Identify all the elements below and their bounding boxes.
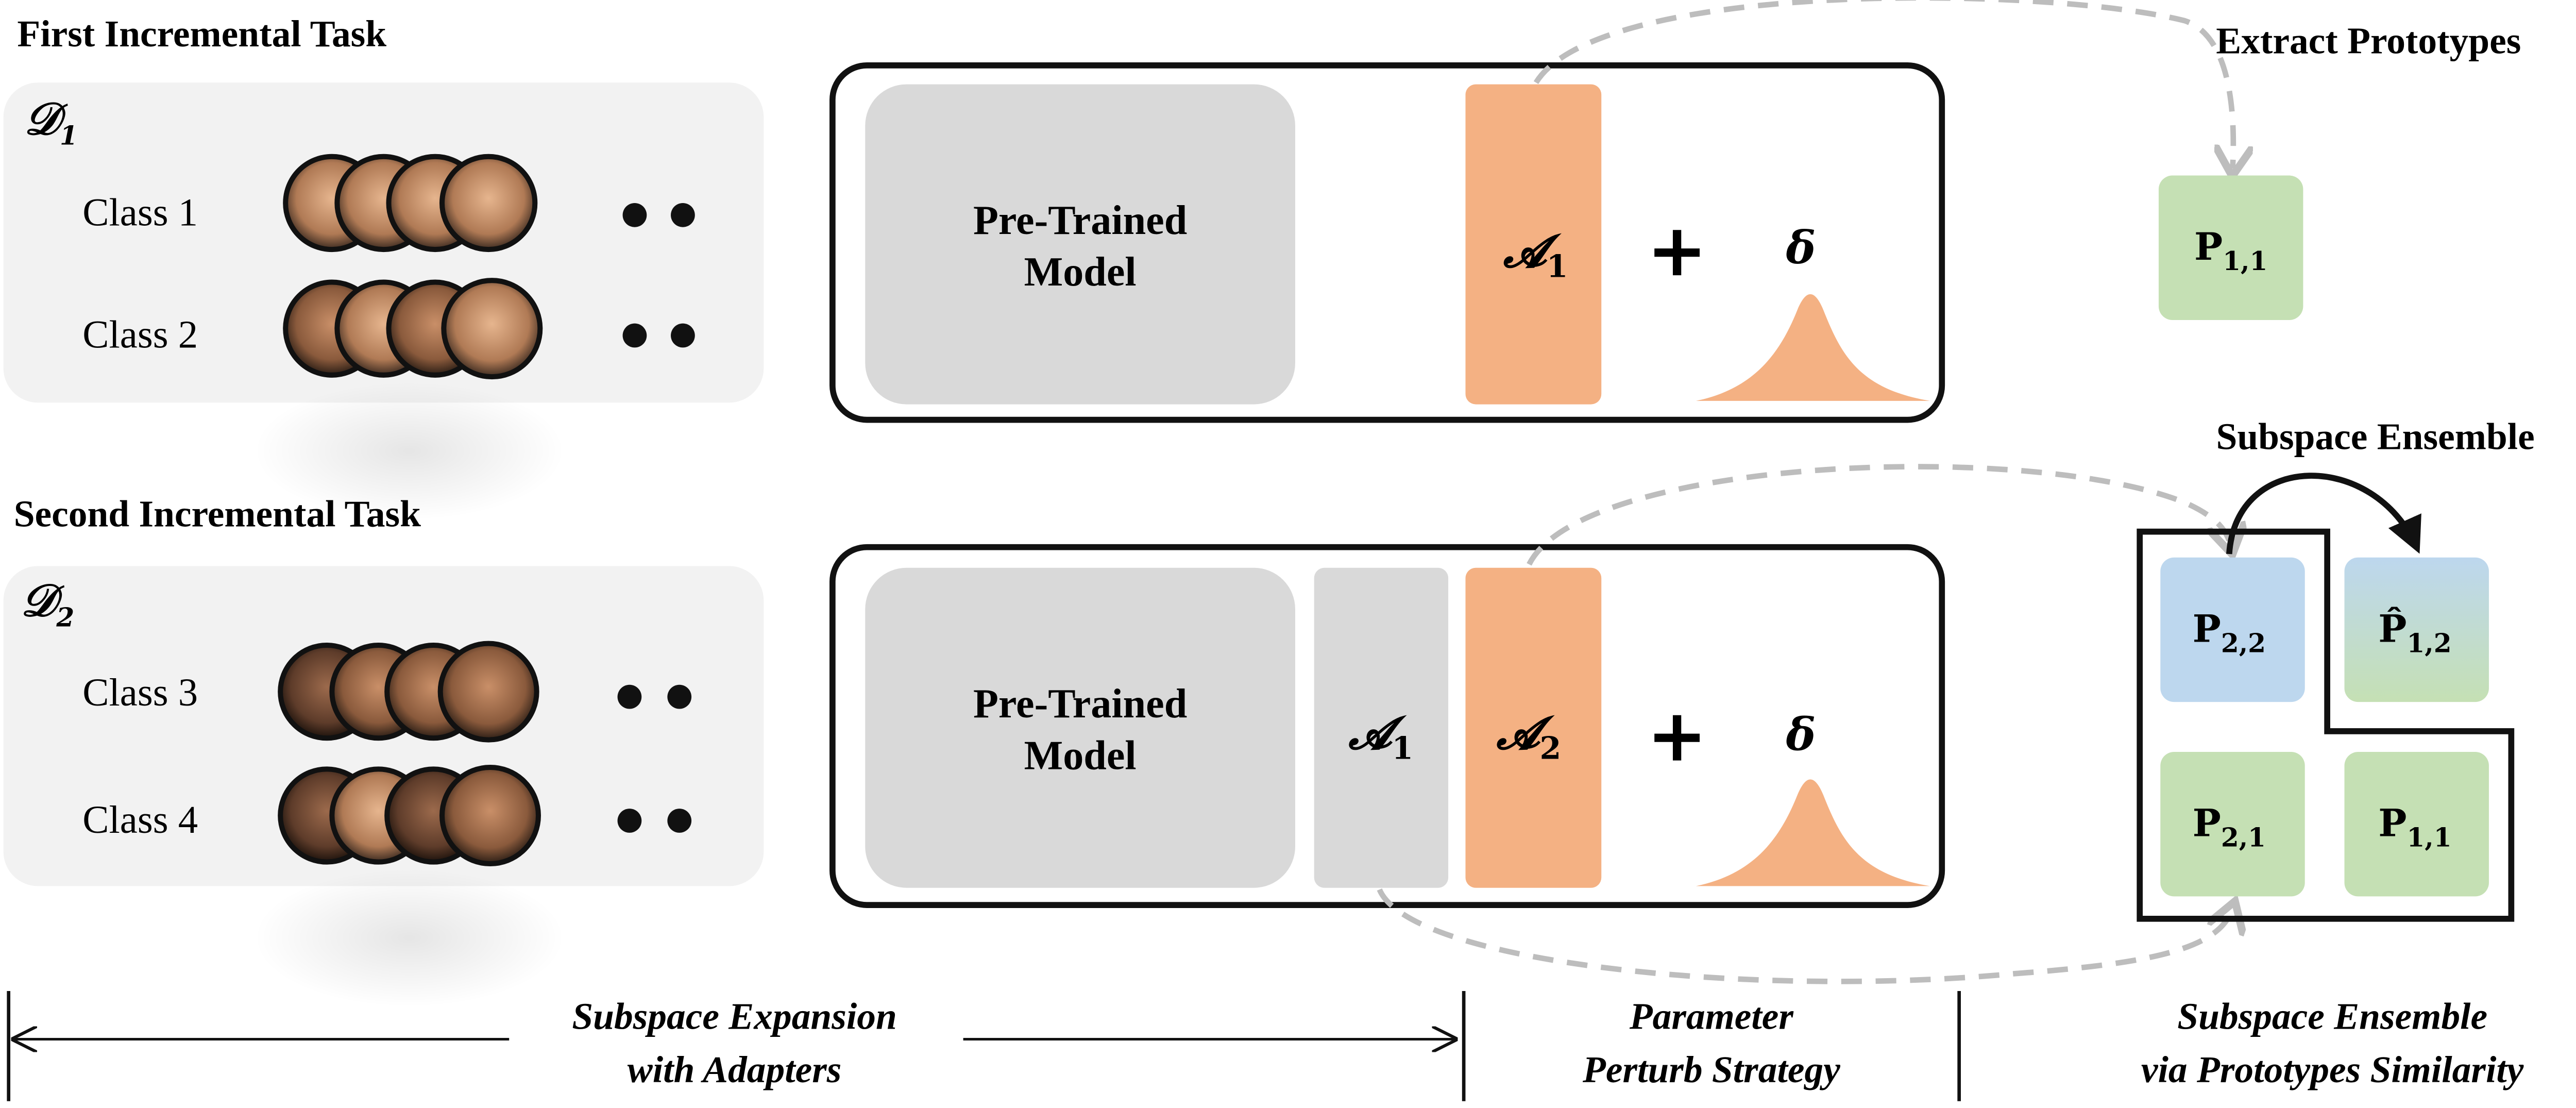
task1-noise-distribution	[1696, 294, 1930, 401]
task1-pretrained-model	[865, 84, 1295, 405]
face-image	[439, 154, 538, 253]
prototype-p22	[2160, 557, 2305, 702]
ellipsis-dot	[617, 809, 642, 833]
prototype-p11	[2158, 175, 2303, 320]
prototype-p12-hat	[2344, 557, 2489, 702]
task1-delta-label: δ	[1786, 222, 1816, 274]
prototype-p11-ensemble-label: P1,1	[2378, 801, 2451, 853]
task1-model-line1: Pre-Trained	[973, 198, 1187, 243]
class-4-label: Class 4	[82, 798, 198, 842]
ellipsis-dot	[617, 684, 642, 709]
task1-adapter-a1	[1465, 84, 1602, 405]
prototype-p12-hat-label: P̂1,2	[2378, 607, 2451, 658]
ellipsis-dot	[667, 809, 692, 833]
task1-shadow	[255, 382, 565, 520]
ellipsis-dot	[622, 323, 647, 348]
task2-frozen-adapter-a1	[1314, 567, 1449, 888]
task2-shadow	[255, 868, 565, 1007]
ellipsis-dot	[667, 684, 692, 709]
footer-section2-line1: Parameter	[1629, 995, 1794, 1037]
class-3-label: Class 3	[82, 670, 198, 714]
class-2-label: Class 2	[82, 312, 198, 356]
face-image	[441, 278, 543, 380]
face-image	[439, 765, 541, 866]
task2-pretrained-model	[865, 567, 1295, 888]
ellipsis-dot	[622, 203, 647, 227]
footer-section1-line2: with Adapters	[628, 1049, 842, 1090]
task2-frozen-extract-arrow	[1377, 888, 2233, 984]
footer-section2-line2: Perturb Strategy	[1582, 1049, 1840, 1090]
task1-title: First Incremental Task	[17, 13, 386, 55]
extract-arrow	[1533, 0, 2233, 169]
prototype-p11-ensemble	[2344, 751, 2489, 897]
ensemble-outline	[2137, 528, 2515, 922]
footer-section3-line1: Subspace Ensemble	[2177, 995, 2487, 1037]
prototype-p21-label: P2,1	[2193, 801, 2266, 853]
prototype-p11-label: P1,1	[2194, 225, 2267, 276]
extract-prototypes-title: Extract Prototypes	[2216, 20, 2521, 61]
task2-adapter-a2-label: 𝓐2	[1496, 707, 1562, 766]
task2-noise-distribution	[1696, 779, 1930, 886]
ensemble-arrow	[2226, 473, 2421, 555]
task2-model-line2: Model	[1024, 733, 1137, 778]
task2-delta-label: δ	[1786, 709, 1816, 761]
subspace-ensemble-title: Subspace Ensemble	[2216, 415, 2534, 457]
class-2-face-images	[283, 278, 543, 380]
task2-plus-sign: +	[1647, 694, 1707, 778]
task1-model-line2: Model	[1024, 249, 1137, 295]
task1-adapter-a1-label: 𝓐1	[1503, 225, 1568, 284]
task2-model-line1: Pre-Trained	[973, 681, 1187, 727]
class-4-face-images	[278, 765, 541, 866]
task2-title: Second Incremental Task	[14, 493, 421, 535]
footer-section3-line2: via Prototypes Similarity	[2141, 1049, 2524, 1090]
prototype-p22-label: P2,2	[2193, 607, 2266, 658]
class-1-face-images	[283, 154, 538, 253]
ellipsis-dot	[671, 203, 695, 227]
class-1-label: Class 1	[82, 190, 198, 234]
class-3-face-images	[278, 641, 539, 743]
face-image	[437, 641, 539, 743]
task1-plus-sign: +	[1647, 209, 1707, 293]
prototype-p21	[2160, 751, 2305, 897]
ellipsis-dot	[671, 323, 695, 348]
task2-adapter-a2	[1465, 567, 1602, 888]
footer-section1-line1: Subspace Expansion	[572, 995, 897, 1037]
task2-extract-arrow	[1527, 464, 2231, 566]
